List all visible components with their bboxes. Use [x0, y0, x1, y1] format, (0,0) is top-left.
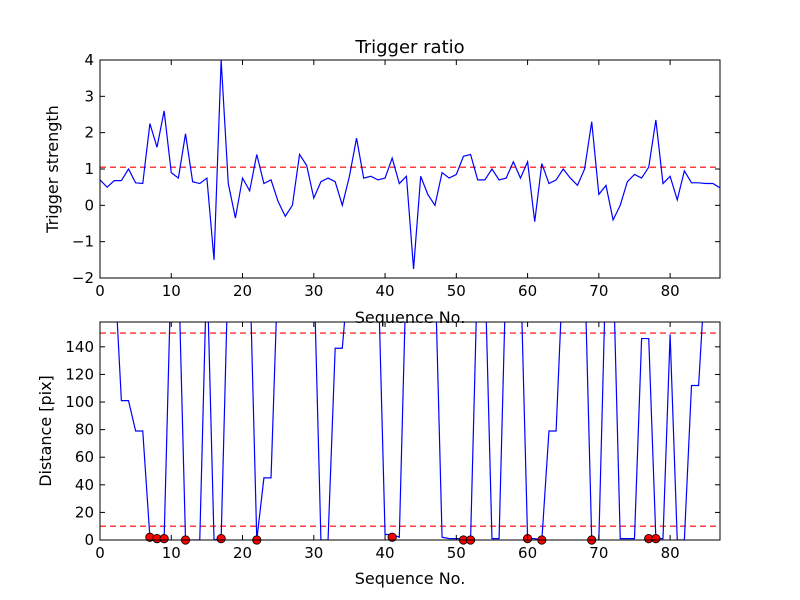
distance-y-axis-label: Distance [pix]: [36, 375, 55, 487]
distance-plot-area: [100, 322, 720, 540]
distance-x-tick-label: 50: [447, 544, 466, 562]
distance-y-tick-label: 40: [75, 476, 94, 494]
trigger-y-tick-label: 4: [84, 51, 94, 69]
trigger-axes-frame: [99, 59, 721, 279]
trigger-y-tick-label: 3: [84, 87, 94, 105]
distance-x-tick-label: 20: [233, 544, 252, 562]
distance-y-tick-label: 0: [84, 531, 94, 549]
trigger-y-tick-label: −2: [72, 269, 94, 287]
trigger-y-tick-label: 2: [84, 124, 94, 142]
distance-x-tick-label: 0: [95, 544, 105, 562]
trigger-y-tick-label: 1: [84, 160, 94, 178]
distance-y-tick-label: 120: [65, 365, 94, 383]
trigger-x-tick-label: 30: [304, 282, 323, 300]
trigger-x-tick-label: 70: [589, 282, 608, 300]
distance-y-tick-label: 140: [65, 338, 94, 356]
distance-y-tick-label: 60: [75, 448, 94, 466]
distance-x-axis-label: Sequence No.: [355, 569, 466, 588]
distance-x-tick-label: 40: [376, 544, 395, 562]
distance-marker: [387, 532, 397, 542]
trigger-x-tick-label: 0: [95, 282, 105, 300]
distance-marker: [651, 534, 661, 544]
distance-y-tick-label: 80: [75, 421, 94, 439]
trigger-x-tick-label: 40: [376, 282, 395, 300]
trigger-x-tick-label: 10: [162, 282, 181, 300]
trigger-y-tick-label: −1: [72, 233, 94, 251]
distance-y-tick-label: 100: [65, 393, 94, 411]
trigger-x-tick-label: 20: [233, 282, 252, 300]
distance-x-tick-label: 70: [589, 544, 608, 562]
trigger-plot-area: [100, 60, 720, 269]
trigger-y-tick-label: 0: [84, 196, 94, 214]
distance-panel: 0 10 20 30 40 50 60 70 80 0 20 40 60 80 100 120 140 Sequ…: [36, 321, 721, 588]
distance-y-tick-label: 20: [75, 503, 94, 521]
trigger-x-axis-label: Sequence No.: [355, 308, 466, 327]
trigger-x-tick-label: 80: [661, 282, 680, 300]
trigger-ticks: 0 10 20 30 40 50 60 70 80 −2 −1 0 1 2 3 4: [72, 51, 720, 300]
trigger-ratio-panel: Trigger ratio 0 10 20 30 40 50 60 70 80 −2 −1 0 1 2 3 4…: [43, 37, 721, 327]
chart-title: Trigger ratio: [354, 37, 464, 58]
distance-x-tick-label: 30: [304, 544, 323, 562]
trigger-x-tick-label: 60: [518, 282, 537, 300]
distance-marker: [159, 534, 169, 544]
distance-series-line-0: [116, 322, 703, 540]
distance-x-tick-label: 80: [661, 544, 680, 562]
distance-axes-frame: [99, 321, 721, 541]
distance-x-tick-label: 10: [162, 544, 181, 562]
distance-marker: [216, 534, 226, 544]
trigger-y-axis-label: Trigger strength: [43, 105, 62, 234]
trigger-x-tick-label: 50: [447, 282, 466, 300]
distance-x-tick-label: 60: [518, 544, 537, 562]
trigger-series-line-0: [100, 60, 720, 269]
